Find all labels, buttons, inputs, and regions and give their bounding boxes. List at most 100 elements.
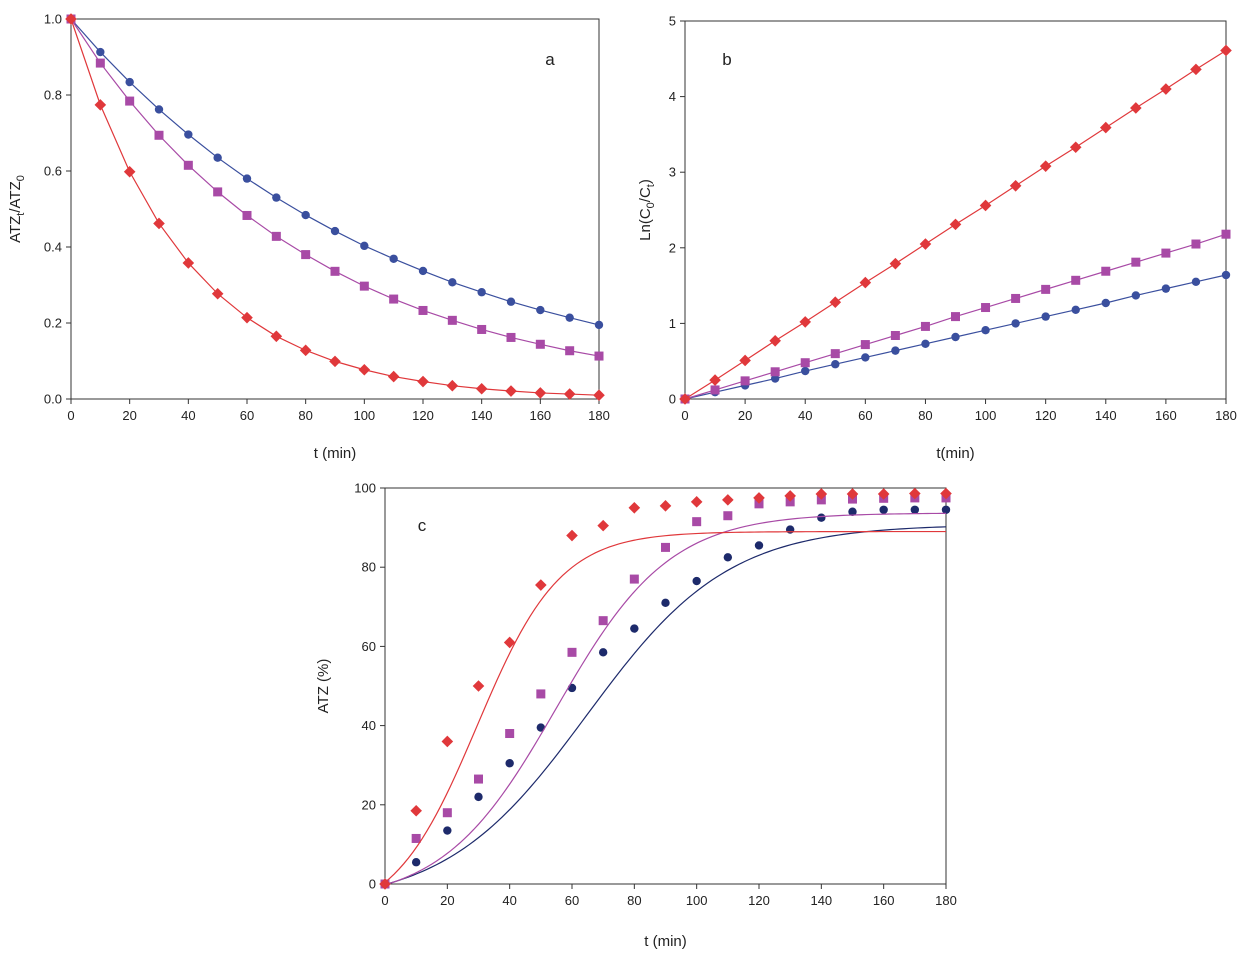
- panel-c-circle-point: [661, 598, 670, 608]
- panel-a-diamond-point: [475, 382, 488, 395]
- panel-a-square-point: [95, 58, 105, 68]
- panel-a-x-tick-label: 60: [240, 408, 254, 423]
- panel-b-x-tick-label: 100: [975, 408, 997, 423]
- panel-c-circle-point: [848, 507, 857, 516]
- panel-c-circle-point: [692, 576, 701, 586]
- panel-c-y-axis-title: ATZ (%): [315, 659, 332, 714]
- panel-a-circle-point: [154, 105, 164, 114]
- panel-b-series-diamond: [679, 44, 1232, 405]
- panel-c-x-tick-label: 0: [381, 893, 388, 908]
- panel-c-circle-point: [630, 624, 639, 633]
- panel-c-square-line: [384, 512, 947, 886]
- panel-a-circle-point: [272, 193, 281, 202]
- panel-a-square-point: [594, 351, 604, 361]
- panel-a-square-point: [506, 332, 516, 342]
- panel-a-square-point: [359, 281, 369, 291]
- panel-b-x-tick-label: 0: [681, 408, 688, 423]
- panel-b-x-tick-label: 120: [1035, 408, 1057, 423]
- panel-a-diamond-point: [387, 370, 400, 383]
- panel-b-diamond-point: [1099, 121, 1112, 134]
- panel-c-circle-point: [474, 792, 483, 802]
- panel-b-square-point: [1011, 293, 1021, 303]
- panel-c-square-point: [754, 499, 764, 509]
- panel-a-y-axis-title: ATZt/ATZ0: [7, 175, 27, 243]
- panel-a-x-tick-label: 180: [588, 408, 610, 423]
- panel-a-square-point: [535, 339, 545, 349]
- panel-b-x-tick-label: 140: [1095, 408, 1117, 423]
- panel-b-circle-point: [891, 346, 900, 355]
- panel-c-y-tick-label: 0: [369, 877, 376, 892]
- panel-a-circle-point: [418, 266, 428, 276]
- panel-a-circle-point: [360, 241, 369, 251]
- panel-c-y-tick-label: 100: [354, 481, 376, 496]
- panel-a-circle-point: [330, 226, 340, 236]
- panel-a-square-point: [125, 96, 135, 106]
- panel-a-circle-point: [565, 313, 574, 322]
- panel-b-circle-point: [770, 374, 780, 383]
- panel-c-y-tick-label: 40: [362, 718, 376, 733]
- panel-c-diamond-point: [379, 878, 391, 890]
- panel-a-square-point: [213, 187, 223, 197]
- panel-b-diamond-point: [979, 199, 992, 212]
- panel-b-square-point: [1131, 257, 1141, 267]
- panel-a-x-tick-label: 160: [529, 408, 551, 423]
- panel-c-square-point: [474, 774, 483, 784]
- panel-b-square-point: [920, 321, 930, 331]
- panel-b-square-point: [1041, 284, 1051, 294]
- panel-c-series-circle: [380, 505, 951, 889]
- panel-c-diamond-point: [722, 494, 734, 506]
- panel-c-square-point: [505, 729, 515, 739]
- panel-b-diamond-point: [889, 257, 902, 270]
- panel-c-circle-point: [754, 541, 764, 550]
- panel-a-circle-point: [213, 153, 222, 162]
- panel-a-square-point: [183, 160, 193, 170]
- panel-b-square-point: [1101, 266, 1111, 276]
- panel-c-circle-point: [817, 513, 826, 522]
- panel-a-series-square: [66, 14, 604, 361]
- panel-a-diamond-point: [505, 385, 517, 397]
- panel-c-diamond-point: [784, 490, 796, 502]
- panel-a-x-tick-label: 120: [412, 408, 434, 423]
- panel-a-circle-point: [96, 47, 105, 57]
- panel-c-diamond-point: [472, 680, 485, 692]
- panel-c-square-point: [442, 808, 452, 818]
- panel-b-x-tick-label: 40: [798, 408, 812, 423]
- panel-c-square-point: [816, 495, 826, 505]
- panel-a-square-point: [418, 305, 428, 315]
- panel-b-x-tick-label: 80: [918, 408, 932, 423]
- panel-c-diamond-point: [535, 579, 547, 591]
- panel-b-diamond-point: [949, 218, 962, 231]
- panel-a-circle-point: [477, 288, 486, 297]
- panel-a-diamond-point: [534, 387, 547, 399]
- panel-a-diamond-point: [182, 257, 195, 269]
- panel-b-square-point: [740, 376, 750, 386]
- panel-a-y-tick-label: 0.0: [44, 392, 62, 407]
- panel-c-circle-point: [598, 648, 608, 657]
- panel-b-square-point: [1221, 229, 1231, 239]
- panel-a-diamond-point: [94, 99, 107, 111]
- panel-b-circle-point: [1011, 319, 1020, 328]
- panel-c-diamond-point: [659, 500, 672, 512]
- panel-b-square-point: [800, 358, 810, 368]
- panel-b-square-point: [860, 340, 870, 350]
- panel-a-y-tick-label: 1.0: [44, 12, 62, 27]
- panel-c-x-tick-label: 40: [502, 893, 516, 908]
- panel-b-square-point: [1161, 248, 1171, 258]
- panel-a-series-diamond: [65, 13, 605, 401]
- panel-c-square-point: [567, 647, 577, 657]
- panel-b-square-point: [951, 312, 960, 322]
- panel-b-diamond-point: [709, 374, 721, 386]
- panel-c-diamond-point: [597, 519, 609, 532]
- panel-c-square-point: [785, 497, 795, 507]
- panel-a-y-tick-label: 0.2: [44, 316, 62, 331]
- panel-b-circle-point: [951, 332, 960, 342]
- panel-b-circle-point: [1041, 312, 1050, 321]
- panel-c-square-point: [692, 517, 702, 527]
- panel-a-diamond-point: [593, 389, 605, 401]
- panel-c-x-tick-label: 100: [686, 893, 708, 908]
- panel-a-diamond-point: [270, 330, 283, 343]
- panel-b-square-point: [981, 303, 991, 313]
- panel-c-x-axis-title: t (min): [644, 933, 687, 950]
- panel-c-y-tick-label: 20: [362, 797, 376, 812]
- panel-c-series-square: [380, 493, 951, 889]
